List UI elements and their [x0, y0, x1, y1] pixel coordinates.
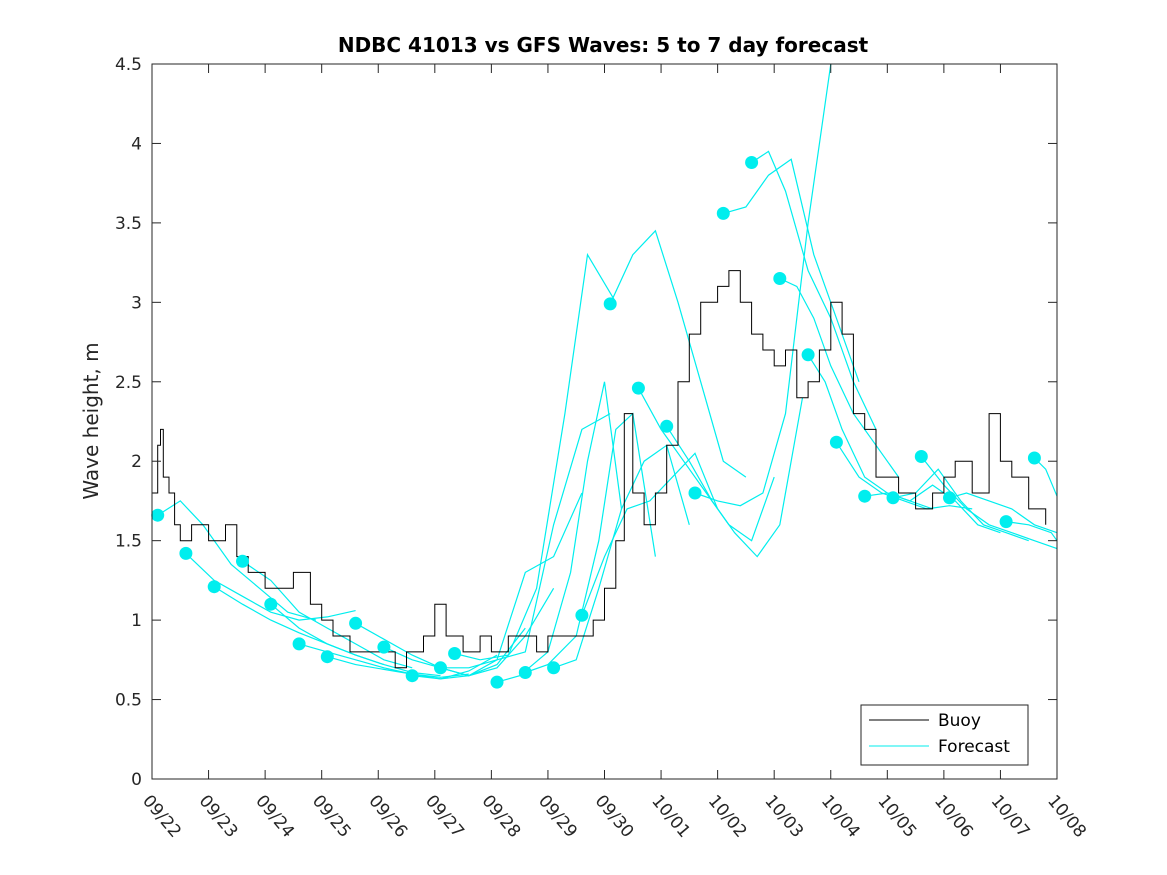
x-tick-label: 10/04 [817, 791, 864, 841]
y-tick-label: 3.5 [115, 214, 142, 234]
forecast-run-line-15 [581, 452, 719, 616]
forecast-marker-29 [999, 515, 1013, 529]
x-tick-label: 09/26 [364, 791, 411, 841]
y-tick-label: 1.5 [115, 532, 142, 552]
forecast-marker-17 [631, 381, 645, 395]
y-tick-label: 0 [131, 770, 142, 790]
forecast-marker-20 [716, 206, 730, 220]
forecast-marker-4 [264, 597, 278, 611]
forecast-marker-0 [151, 508, 165, 522]
forecast-marker-5 [292, 637, 306, 651]
forecast-marker-26 [886, 491, 900, 505]
legend-forecast-label: Forecast [938, 737, 1010, 757]
forecast-marker-14 [547, 661, 561, 675]
y-tick-label: 2 [131, 452, 142, 472]
x-tick-label: 10/01 [647, 791, 694, 841]
y-axis-label: Wave height, m [79, 342, 103, 499]
forecast-marker-15 [575, 608, 589, 622]
forecast-marker-9 [405, 669, 419, 683]
y-tick-label: 2.5 [115, 373, 142, 393]
forecast-run-line-25 [864, 484, 1001, 534]
legend-box [860, 704, 1029, 766]
x-tick-label: 09/22 [138, 791, 185, 841]
forecast-marker-16 [603, 297, 617, 311]
forecast-marker-19 [688, 486, 702, 500]
y-tick-label: 3 [131, 293, 142, 313]
plot-area [152, 64, 1057, 779]
forecast-marker-25 [858, 489, 872, 503]
forecast-marker-11 [448, 647, 462, 660]
legend-buoy-label: Buoy [938, 711, 981, 731]
forecast-marker-22 [773, 272, 787, 285]
forecast-run-line-24 [835, 441, 973, 510]
legend: Buoy Forecast [860, 704, 1029, 766]
buoy-series [152, 270, 1047, 669]
forecast-run-line-20 [723, 158, 860, 383]
y-tick-label: 4 [131, 134, 142, 154]
forecast-run-line-0 [157, 500, 317, 621]
y-tick-label: 1 [131, 611, 142, 631]
forecast-run-line-19 [694, 63, 832, 507]
forecast-marker-18 [660, 419, 674, 433]
forecast-marker-23 [801, 348, 815, 362]
buoy-line [152, 270, 1047, 669]
forecast-marker-27 [914, 450, 928, 463]
forecast-marker-1 [179, 546, 193, 560]
x-tick-label: 09/28 [478, 791, 525, 841]
forecast-marker-6 [320, 650, 334, 664]
forecast-marker-7 [349, 616, 363, 630]
x-tick-label: 10/03 [760, 791, 807, 841]
x-tick-label: 09/25 [308, 791, 355, 841]
forecast-marker-8 [377, 640, 391, 654]
forecast-run-line-29 [1006, 521, 1058, 542]
forecast-marker-3 [236, 554, 249, 568]
axes [151, 63, 1058, 780]
forecast-marker-10 [434, 661, 447, 675]
x-tick-label: 09/23 [195, 791, 242, 841]
x-tick-label: 09/29 [534, 791, 581, 841]
y-tick-label: 4.5 [115, 55, 142, 75]
forecast-marker-28 [943, 491, 956, 505]
forecast-run-line-28 [949, 492, 1058, 534]
x-tick-label: 10/02 [704, 791, 751, 841]
forecast-run-line-10 [440, 413, 611, 669]
x-tick-label: 09/27 [421, 791, 468, 841]
x-tick-label: 09/24 [251, 791, 298, 841]
x-tick-label: 10/05 [873, 791, 920, 841]
forecast-marker-2 [207, 580, 221, 594]
y-tick-labels: 0 0.5 1 1.5 2 2.5 3 3.5 4 4.5 [115, 55, 142, 790]
x-tick-label: 09/30 [591, 791, 638, 841]
chart-title: NDBC 41013 vs GFS Waves: 5 to 7 day fore… [338, 33, 869, 57]
forecast-run-line-18 [666, 397, 804, 558]
forecast-marker-12 [490, 675, 504, 689]
forecast-markers [151, 156, 1041, 689]
x-tick-label: 10/07 [987, 791, 1034, 841]
forecast-run-line-3 [242, 560, 413, 669]
x-tick-label: 10/06 [930, 791, 977, 841]
forecast-run-line-16 [609, 229, 747, 478]
forecast-marker-24 [829, 435, 843, 449]
forecast-marker-21 [745, 156, 759, 169]
forecast-run-line-11 [454, 252, 617, 661]
forecast-marker-30 [1027, 451, 1041, 465]
forecast-marker-13 [518, 666, 532, 679]
x-tick-labels: 09/22 09/23 09/24 09/25 09/26 09/27 09/28 09/29… [138, 791, 1090, 841]
x-tick-label: 10/08 [1043, 791, 1090, 841]
plot-background [152, 64, 1057, 779]
y-tick-label: 0.5 [115, 691, 142, 711]
